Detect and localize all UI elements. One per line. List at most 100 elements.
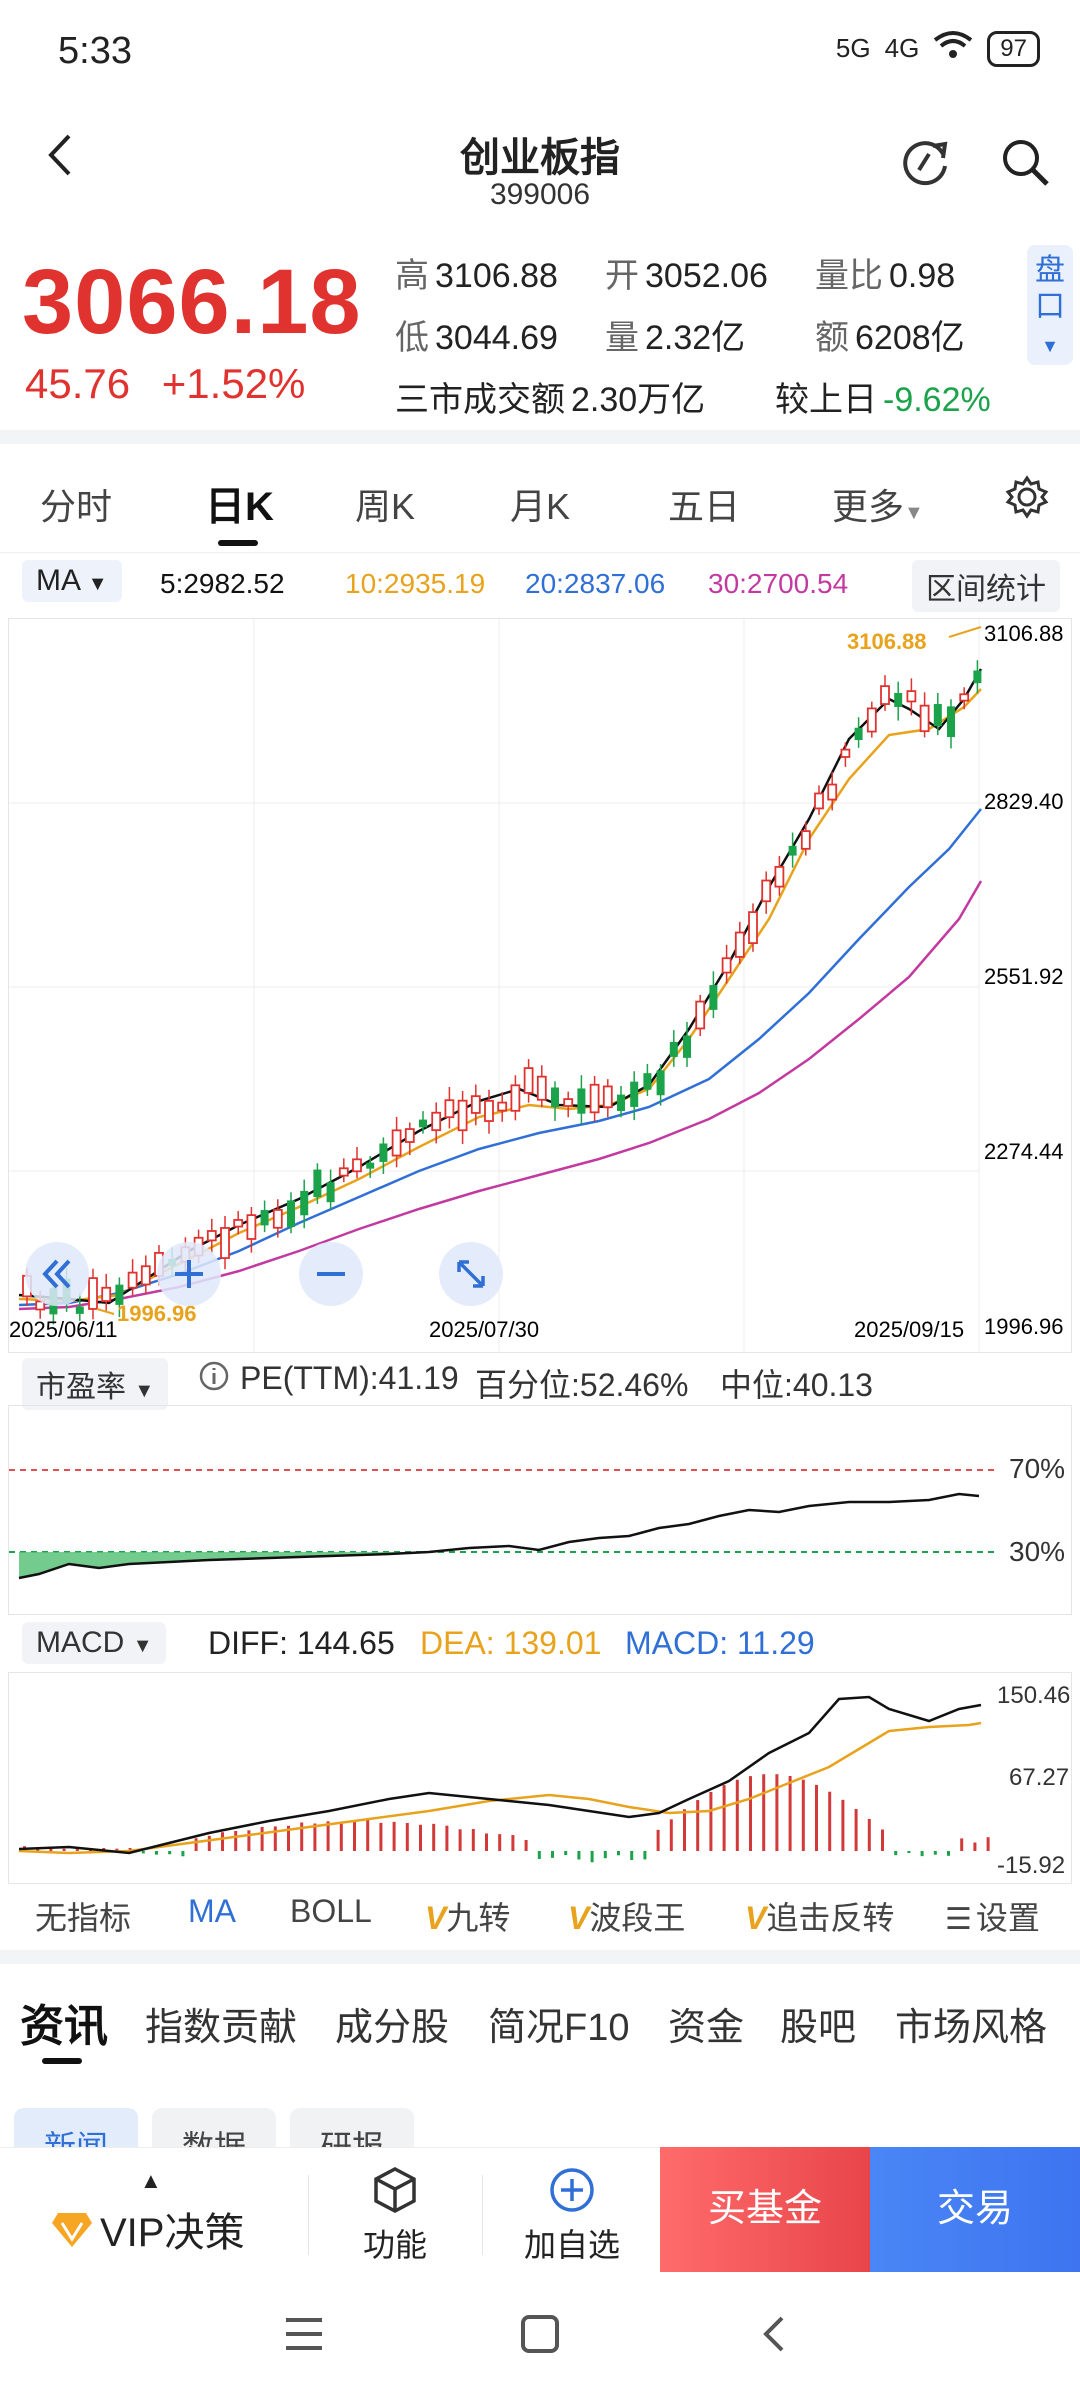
kline-chart[interactable]: 3106.88 1996.96 3106.88 2829.40 2551.92 …: [8, 618, 1072, 1354]
dea-line: [18, 1721, 982, 1855]
macd-bar: [577, 1851, 581, 1860]
pe-selector[interactable]: 市盈率 ▼: [22, 1358, 169, 1410]
caret-down-icon: ▼: [904, 502, 924, 524]
back-icon[interactable]: [45, 130, 75, 193]
vol-ratio-label: 量比: [815, 257, 883, 295]
tab-weekly-k[interactable]: 周K: [355, 486, 416, 527]
macd-bar: [432, 1823, 436, 1851]
pe-svg: 70% 30%: [9, 1453, 1065, 1580]
ind-none[interactable]: 无指标: [35, 1900, 132, 1936]
pe-upper-label: 70%: [1009, 1453, 1065, 1484]
candle-body: [894, 693, 903, 707]
ind-jiuzhuan[interactable]: V九转: [425, 1893, 510, 1939]
max-mark: 3106.88: [847, 629, 927, 654]
trade-button[interactable]: 交易: [870, 2147, 1080, 2272]
quote-vol-ratio: 量比 0.98: [815, 248, 955, 297]
vip-decision-button[interactable]: VIP决策: [50, 2200, 244, 2258]
ma30-value: 30:2700.54: [708, 568, 849, 599]
high-label: 高: [395, 257, 429, 295]
home-icon[interactable]: [518, 2312, 562, 2361]
zoom-out-icon[interactable]: [299, 1242, 363, 1306]
info-tab-style[interactable]: 市场风格: [895, 2007, 1048, 2049]
ma20-line: [18, 808, 982, 1307]
caret-up-icon[interactable]: ▲: [140, 2168, 162, 2193]
signal-4g-icon: 4G: [884, 33, 920, 63]
amount-label: 额: [815, 319, 849, 357]
info-tab-forum[interactable]: 股吧: [780, 2007, 857, 2049]
candle-body: [973, 670, 982, 684]
divider: [0, 430, 1080, 444]
macd-diff: DIFF: 144.65: [208, 1625, 395, 1661]
info-tab-underline: [42, 2058, 82, 2064]
candle-body: [206, 1230, 217, 1242]
function-button[interactable]: 功能: [360, 2165, 430, 2266]
info-tab-f10[interactable]: 简况F10: [488, 2007, 630, 2049]
buy-fund-button[interactable]: 买基金: [660, 2147, 870, 2272]
gear-icon[interactable]: [1005, 475, 1049, 524]
candle-body: [326, 1182, 335, 1203]
search-icon[interactable]: [995, 132, 1055, 192]
y-label-4: 1996.96: [984, 1314, 1064, 1339]
tabs-divider: [0, 552, 1080, 553]
tab-more[interactable]: 更多▼: [832, 478, 924, 530]
v-badge-icon: V: [568, 1900, 590, 1936]
zoom-in-icon[interactable]: [157, 1242, 221, 1306]
macd-bar: [551, 1851, 554, 1858]
refresh-icon[interactable]: [895, 132, 955, 192]
high-value: 3106.88: [435, 257, 558, 295]
ind-ma[interactable]: MA: [188, 1893, 236, 1929]
ma20-value: 20:2837.06: [525, 568, 666, 599]
info-icon[interactable]: [198, 1360, 230, 1400]
interval-stats-button[interactable]: 区间统计: [912, 560, 1060, 612]
pe-below-area: [19, 1552, 429, 1578]
change-pct: +1.52%: [161, 360, 306, 407]
candle-body: [497, 1101, 508, 1112]
tab-monthly-k[interactable]: 月K: [510, 486, 571, 527]
tab-daily-k[interactable]: 日K: [205, 485, 274, 529]
candle-body: [536, 1075, 547, 1101]
candle-body: [563, 1098, 574, 1107]
nav-back-icon[interactable]: [758, 2312, 788, 2361]
info-tab-components[interactable]: 成分股: [335, 2007, 450, 2049]
info-tab-funds[interactable]: 资金: [668, 2007, 745, 2049]
candle-body: [589, 1083, 600, 1114]
candle-body: [906, 690, 917, 703]
ind-zhuiji[interactable]: V追击反转: [745, 1893, 894, 1939]
ma-selector[interactable]: MA ▼: [22, 560, 122, 602]
ind-settings[interactable]: ☰ 设置: [945, 1893, 1040, 1939]
ind-boduanwang[interactable]: V波段王: [568, 1893, 685, 1939]
tab-five-day[interactable]: 五日: [668, 486, 741, 527]
candle-body: [669, 1041, 678, 1057]
status-icons: 5G 4G 97: [836, 30, 1040, 67]
candle-body: [272, 1209, 283, 1229]
y-label-0: 3106.88: [984, 621, 1064, 646]
volume-value: 2.32亿: [645, 319, 746, 357]
macd-selector[interactable]: MACD ▼: [22, 1622, 167, 1664]
macd-bar: [155, 1851, 158, 1855]
tab-intraday[interactable]: 分时: [40, 486, 113, 527]
ma-selector-label: MA: [36, 564, 80, 597]
low-label: 低: [395, 319, 429, 357]
scroll-left-icon[interactable]: [25, 1242, 89, 1306]
ind-boll[interactable]: BOLL: [290, 1893, 372, 1929]
macd-bar: [207, 1835, 211, 1851]
info-tab-contribution[interactable]: 指数贡献: [145, 2007, 298, 2049]
diamond-icon: [52, 2213, 92, 2247]
candle-body: [88, 1277, 98, 1310]
fullscreen-icon[interactable]: [439, 1242, 503, 1306]
candle-body: [352, 1158, 362, 1173]
max-leader-line: [948, 626, 982, 638]
pe-line: [18, 1492, 980, 1580]
menu-icon[interactable]: [282, 2314, 326, 2359]
macd-bar: [722, 1785, 726, 1851]
add-watchlist-button[interactable]: 加自选: [520, 2165, 624, 2266]
macd-bar: [947, 1851, 950, 1856]
macd-macd: MACD: 11.29: [625, 1625, 815, 1661]
pankou-button[interactable]: 盘口 ▼: [1027, 245, 1073, 365]
candle-body: [444, 1099, 455, 1119]
candle-body: [814, 792, 824, 810]
pe-median: 中位:40.13: [720, 1367, 873, 1403]
macd-bar: [300, 1822, 304, 1851]
info-tab-news[interactable]: 资讯: [20, 1990, 108, 2054]
macd-bar: [379, 1822, 383, 1851]
